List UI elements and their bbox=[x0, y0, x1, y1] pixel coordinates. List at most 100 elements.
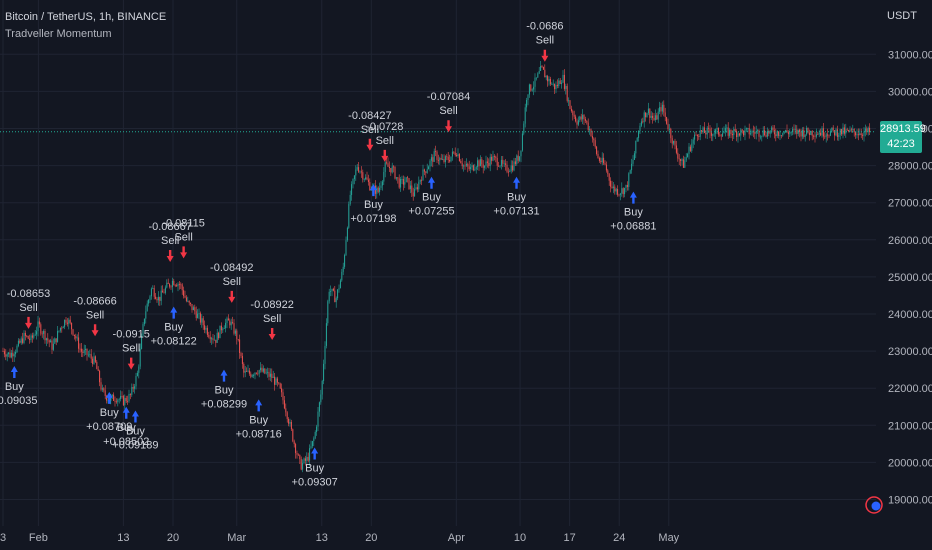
candle-body bbox=[440, 158, 442, 160]
buy-signal[interactable]: Buy +0.09307 bbox=[292, 447, 338, 489]
indicator-name[interactable]: Tradveller Momentum bbox=[5, 28, 112, 40]
indicator-logo-icon[interactable] bbox=[865, 496, 883, 514]
candle-body bbox=[626, 185, 628, 187]
candle-body bbox=[278, 382, 280, 384]
candle-body bbox=[481, 159, 483, 165]
sell-value: -0.08922 bbox=[250, 299, 293, 311]
candle-body bbox=[650, 115, 652, 118]
candle-body bbox=[13, 354, 15, 357]
candle-body bbox=[247, 370, 249, 372]
sell-signal[interactable]: Sell-0.08667 bbox=[148, 221, 192, 263]
candle-body bbox=[8, 352, 10, 355]
candle-body bbox=[24, 332, 26, 336]
candle-body bbox=[149, 296, 151, 300]
candle-body bbox=[66, 322, 68, 324]
candle-body bbox=[303, 458, 305, 464]
candle-body bbox=[538, 70, 540, 74]
candle-body bbox=[152, 288, 154, 289]
candle-body bbox=[731, 133, 733, 136]
candle-body bbox=[484, 165, 486, 168]
candle-body bbox=[807, 127, 809, 133]
buy-signal[interactable]: Buy+0.08502 bbox=[103, 406, 149, 448]
y-tick-label: 23000.00 bbox=[888, 346, 932, 358]
buy-signal[interactable]: Buy +0.07255 bbox=[408, 176, 455, 218]
candle-body bbox=[477, 160, 479, 168]
buy-signal[interactable]: Buy +0.09035 bbox=[0, 365, 37, 407]
candle-body bbox=[69, 319, 71, 323]
candle-body bbox=[62, 326, 64, 329]
buy-signal[interactable]: Buy +0.07198 bbox=[350, 184, 397, 225]
sell-arrow-icon bbox=[166, 250, 174, 263]
candle-body bbox=[780, 135, 782, 137]
candle-body bbox=[815, 134, 817, 137]
sell-signal[interactable]: Sell -0.08653 bbox=[7, 288, 50, 329]
sell-signal[interactable]: Sell -0.08492 bbox=[210, 262, 253, 303]
candle-body bbox=[790, 131, 792, 133]
candle-body bbox=[366, 177, 368, 180]
candle-body bbox=[339, 280, 341, 289]
sell-signal[interactable]: Sell -0.0915 bbox=[113, 329, 150, 370]
candle-body bbox=[20, 338, 22, 343]
candle-body bbox=[248, 370, 250, 374]
sell-signal[interactable]: Sell -0.0728 bbox=[366, 121, 403, 162]
buy-signal[interactable]: Buy +0.08709 bbox=[86, 391, 132, 433]
candle-body bbox=[751, 130, 753, 134]
candle-body bbox=[558, 80, 560, 87]
sell-label: Sell bbox=[361, 124, 379, 136]
buy-signal[interactable]: Buy +0.09189 bbox=[112, 410, 159, 451]
candle-body bbox=[610, 180, 612, 187]
candle-body bbox=[432, 157, 434, 162]
buy-signal[interactable]: Buy +0.08716 bbox=[236, 399, 282, 440]
candle-body bbox=[30, 335, 32, 340]
candle-body bbox=[804, 134, 806, 137]
currency-label[interactable]: USDT bbox=[887, 10, 917, 22]
candle-body bbox=[709, 128, 711, 133]
sell-value: -0.0686 bbox=[526, 21, 563, 33]
buy-signal[interactable]: Buy +0.08122 bbox=[151, 306, 197, 348]
candle-body bbox=[80, 348, 82, 352]
sell-signal[interactable]: Sell -0.08115 bbox=[162, 217, 205, 259]
candle-body bbox=[369, 182, 371, 191]
candle-body bbox=[320, 394, 322, 403]
sell-signal[interactable]: Sell -0.08666 bbox=[73, 295, 117, 337]
candle-body bbox=[433, 151, 435, 162]
candle-body bbox=[723, 131, 725, 134]
candle-body bbox=[356, 167, 358, 170]
buy-arrow-icon bbox=[369, 184, 377, 197]
candle-body bbox=[586, 120, 588, 123]
buy-value: +0.07255 bbox=[408, 206, 454, 218]
buy-signal[interactable]: Buy +0.08299 bbox=[201, 369, 247, 411]
x-tick-label: 17 bbox=[564, 532, 576, 544]
candle-body bbox=[22, 338, 24, 343]
candle-body bbox=[136, 372, 138, 376]
candle-body bbox=[139, 348, 141, 367]
sell-signal[interactable]: Sell -0.07084 bbox=[427, 91, 470, 133]
buy-value: +0.08299 bbox=[201, 399, 247, 411]
candle-body bbox=[132, 387, 134, 389]
candle-body bbox=[104, 390, 106, 396]
sell-signal[interactable]: Sell -0.0686 bbox=[526, 21, 564, 62]
candle-body bbox=[167, 282, 169, 284]
candle-body bbox=[269, 373, 271, 377]
candle-body bbox=[227, 318, 229, 321]
candle-body bbox=[502, 159, 504, 164]
sell-label: Sell bbox=[536, 35, 554, 47]
symbol-title[interactable]: Bitcoin / TetherUS, 1h, BINANCE bbox=[5, 11, 167, 23]
candle-body bbox=[617, 189, 619, 195]
candle-body bbox=[824, 136, 826, 138]
candle-body bbox=[297, 454, 299, 456]
candle-body bbox=[771, 127, 773, 131]
sell-signal[interactable]: Sell -0.08922 bbox=[250, 299, 294, 340]
candle-body bbox=[283, 400, 285, 409]
candle-body bbox=[141, 336, 143, 349]
sell-signal[interactable]: Sell -0.08427 bbox=[348, 110, 392, 151]
candle-body bbox=[547, 76, 549, 82]
candle-body bbox=[843, 127, 845, 134]
candle-body bbox=[173, 280, 175, 285]
buy-signal[interactable]: Buy +0.06881 bbox=[610, 191, 656, 233]
buy-signal[interactable]: Buy +0.07131 bbox=[493, 176, 540, 218]
candle-body bbox=[267, 371, 269, 373]
candle-body bbox=[841, 128, 843, 135]
candle-body bbox=[496, 157, 498, 166]
